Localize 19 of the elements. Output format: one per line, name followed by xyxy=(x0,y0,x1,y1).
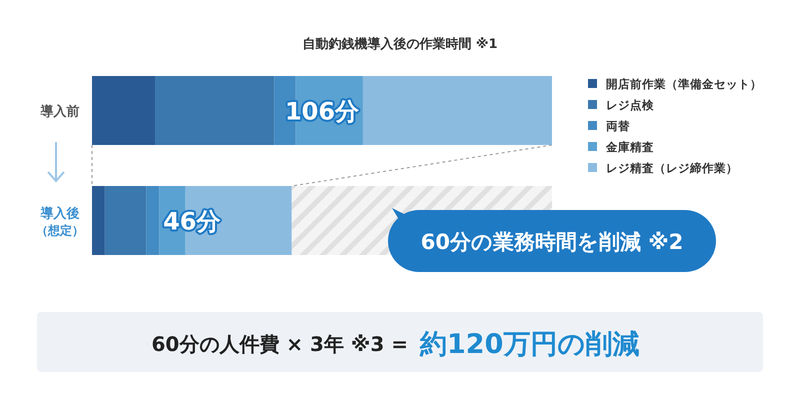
text: 60分の人件費 × 3年 ※3 = xyxy=(152,332,408,356)
legend-label: レジ精査（レジ締作業） xyxy=(606,161,738,175)
bar xyxy=(362,76,552,145)
annotation: 106分 xyxy=(284,98,360,126)
text: 約120万円の削減 xyxy=(419,329,640,360)
y-tick-label: 導入後（想定） xyxy=(36,206,84,238)
bar xyxy=(92,76,156,145)
legend-label: 金庫精査 xyxy=(605,140,654,154)
legend-label: 開店前作業（準備金セット） xyxy=(606,77,762,91)
bar xyxy=(146,186,160,255)
legend-label: 両替 xyxy=(606,119,631,133)
legend-label: レジ点検 xyxy=(606,98,655,112)
annotation: 60分の業務時間を削減 ※2 xyxy=(420,230,684,254)
annotation: 46分 xyxy=(163,208,222,236)
y-tick-label: 導入前 xyxy=(40,104,80,120)
bar xyxy=(155,76,274,145)
chart-title: 自動釣銭機導入後の作業時間 ※1 xyxy=(302,36,498,52)
bar xyxy=(92,186,105,255)
bar xyxy=(104,186,146,255)
